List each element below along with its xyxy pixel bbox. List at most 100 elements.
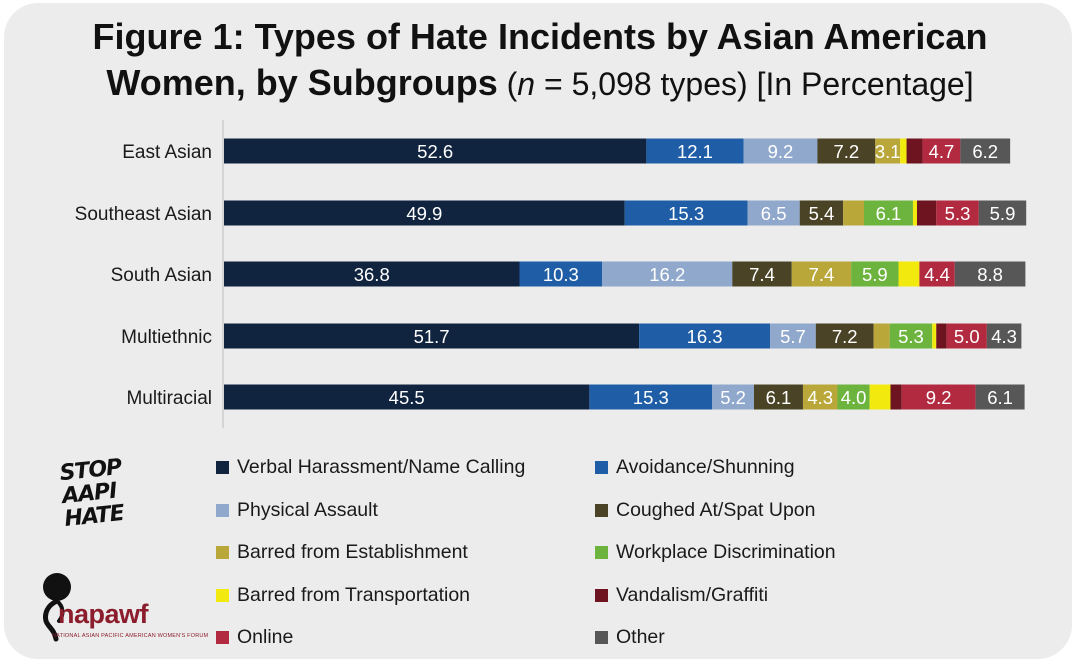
legend-label-other: Other bbox=[616, 625, 665, 648]
legend-item-barred-from-establishment: Barred from Establishment bbox=[216, 540, 468, 564]
category-label-multiethnic: Multiethnic bbox=[121, 327, 212, 348]
bar-east-asian-other bbox=[960, 138, 1011, 164]
legend-label-avoidance-shunning: Avoidance/Shunning bbox=[616, 455, 795, 478]
bar-multiracial-avoidance-shunning bbox=[589, 384, 713, 410]
bar-southeast-asian-verbal-harassment-name-calling bbox=[224, 200, 625, 226]
bar-multiracial-physical-assault bbox=[712, 384, 754, 410]
bar-multiracial-barred-from-transportation bbox=[869, 384, 891, 410]
bar-south-asian-barred-from-establishment bbox=[791, 261, 852, 287]
category-label-multiracial: Multiracial bbox=[126, 388, 212, 409]
data-label-east-asian-verbal-harassment-name-calling: 52.6 bbox=[417, 141, 453, 162]
bar-east-asian-vandalism-graffiti bbox=[906, 138, 923, 164]
data-label-multiracial-barred-from-establishment: 4.3 bbox=[807, 387, 833, 408]
data-label-multiracial-workplace-discrimination: 4.0 bbox=[841, 387, 867, 408]
data-label-southeast-asian-physical-assault: 6.5 bbox=[761, 203, 787, 224]
category-label-southeast-asian: Southeast Asian bbox=[75, 204, 212, 225]
legend-swatch-other bbox=[595, 630, 608, 644]
legend-item-other: Other bbox=[595, 625, 665, 649]
data-label-south-asian-online: 4.4 bbox=[924, 264, 950, 285]
legend-swatch-verbal-harassment-name-calling bbox=[216, 460, 229, 474]
legend-item-avoidance-shunning: Avoidance/Shunning bbox=[595, 455, 795, 479]
legend-swatch-barred-from-establishment bbox=[216, 545, 229, 559]
chart-title: Figure 1: Types of Hate Incidents by Asi… bbox=[0, 14, 1080, 114]
bar-multiracial-verbal-harassment-name-calling bbox=[224, 384, 590, 410]
bar-multiracial-other bbox=[975, 384, 1025, 410]
legend-swatch-online bbox=[216, 630, 229, 644]
bar-southeast-asian-workplace-discrimination bbox=[863, 200, 913, 226]
bar-east-asian-coughed-at-spat-upon bbox=[817, 138, 876, 164]
data-label-multiethnic-avoidance-shunning: 16.3 bbox=[687, 326, 723, 347]
bar-south-asian-coughed-at-spat-upon bbox=[732, 261, 792, 287]
legend-label-workplace-discrimination: Workplace Discrimination bbox=[616, 540, 836, 563]
data-label-south-asian-other: 8.8 bbox=[977, 264, 1003, 285]
legend-swatch-physical-assault bbox=[216, 503, 229, 517]
data-label-multiethnic-online: 5.0 bbox=[954, 326, 980, 347]
bar-east-asian-barred-from-establishment bbox=[875, 138, 901, 164]
bar-multiracial-vandalism-graffiti bbox=[890, 384, 902, 410]
bar-multiracial-barred-from-establishment bbox=[802, 384, 838, 410]
data-label-south-asian-barred-from-establishment: 7.4 bbox=[809, 264, 835, 285]
bar-southeast-asian-vandalism-graffiti bbox=[916, 200, 937, 226]
data-label-multiethnic-coughed-at-spat-upon: 7.2 bbox=[832, 326, 858, 347]
data-label-multiracial-avoidance-shunning: 15.3 bbox=[633, 387, 669, 408]
napawf-wordmark: napawf bbox=[58, 599, 149, 629]
napawf-logo: napawf NATIONAL ASIAN PACIFIC AMERICAN W… bbox=[30, 565, 208, 650]
data-label-south-asian-physical-assault: 16.2 bbox=[649, 264, 685, 285]
data-label-southeast-asian-workplace-discrimination: 6.1 bbox=[876, 203, 902, 224]
napawf-subtitle: NATIONAL ASIAN PACIFIC AMERICAN WOMEN'S … bbox=[52, 633, 209, 639]
category-label-south-asian: South Asian bbox=[111, 265, 212, 286]
bar-multiethnic-verbal-harassment-name-calling bbox=[224, 323, 640, 349]
bar-east-asian-physical-assault bbox=[743, 138, 818, 164]
bar-east-asian-online bbox=[922, 138, 961, 164]
data-label-east-asian-online: 4.7 bbox=[929, 141, 955, 162]
data-label-multiracial-physical-assault: 5.2 bbox=[720, 387, 746, 408]
data-label-south-asian-verbal-harassment-name-calling: 36.8 bbox=[354, 264, 390, 285]
data-label-southeast-asian-verbal-harassment-name-calling: 49.9 bbox=[406, 203, 442, 224]
data-label-multiethnic-workplace-discrimination: 5.3 bbox=[898, 326, 924, 347]
bar-south-asian-online bbox=[919, 261, 955, 287]
data-label-multiethnic-physical-assault: 5.7 bbox=[780, 326, 806, 347]
legend-item-physical-assault: Physical Assault bbox=[216, 498, 378, 522]
bar-south-asian-other bbox=[954, 261, 1026, 287]
data-label-southeast-asian-avoidance-shunning: 15.3 bbox=[668, 203, 704, 224]
bar-multiracial-workplace-discrimination bbox=[837, 384, 870, 410]
bar-multiethnic-vandalism-graffiti bbox=[936, 323, 947, 349]
data-label-southeast-asian-coughed-at-spat-upon: 5.4 bbox=[809, 203, 835, 224]
legend-label-physical-assault: Physical Assault bbox=[237, 498, 378, 521]
bar-southeast-asian-coughed-at-spat-upon bbox=[799, 200, 844, 226]
title-line-2-bold: Women, by Subgroups bbox=[106, 62, 498, 103]
data-label-southeast-asian-other: 5.9 bbox=[990, 203, 1016, 224]
data-label-east-asian-avoidance-shunning: 12.1 bbox=[677, 141, 713, 162]
bar-southeast-asian-barred-from-establishment bbox=[843, 200, 864, 226]
bar-southeast-asian-online bbox=[936, 200, 979, 226]
data-label-east-asian-other: 6.2 bbox=[972, 141, 998, 162]
data-label-southeast-asian-online: 5.3 bbox=[945, 203, 971, 224]
legend-label-barred-from-establishment: Barred from Establishment bbox=[237, 540, 468, 563]
bar-multiethnic-online bbox=[946, 323, 987, 349]
bar-southeast-asian-physical-assault bbox=[747, 200, 800, 226]
legend-swatch-vandalism-graffiti bbox=[595, 588, 608, 602]
data-label-east-asian-barred-from-establishment: 3.1 bbox=[875, 141, 901, 162]
bar-south-asian-physical-assault bbox=[602, 261, 733, 287]
data-label-multiracial-verbal-harassment-name-calling: 45.5 bbox=[389, 387, 425, 408]
legend-item-barred-from-transportation: Barred from Transportation bbox=[216, 583, 470, 607]
stacked-bar-chart: East Asian 52.6 12.1 9.2 7.2 3.1 4.7 6.2 Southea… bbox=[75, 120, 1027, 428]
data-label-south-asian-coughed-at-spat-upon: 7.4 bbox=[749, 264, 775, 285]
legend-swatch-barred-from-transportation bbox=[216, 588, 229, 602]
data-label-multiethnic-verbal-harassment-name-calling: 51.7 bbox=[414, 326, 450, 347]
stop-aapi-hate-logo: STOP AAPI HATE bbox=[59, 454, 146, 532]
legend-swatch-coughed-at-spat-upon bbox=[595, 503, 608, 517]
data-label-multiethnic-other: 4.3 bbox=[991, 326, 1017, 347]
bar-southeast-asian-avoidance-shunning bbox=[624, 200, 748, 226]
napawf-figure-icon bbox=[43, 573, 71, 642]
data-label-east-asian-coughed-at-spat-upon: 7.2 bbox=[833, 141, 859, 162]
legend-label-online: Online bbox=[237, 625, 294, 648]
bar-east-asian-verbal-harassment-name-calling bbox=[224, 138, 647, 164]
data-label-south-asian-workplace-discrimination: 5.9 bbox=[862, 264, 888, 285]
legend-label-coughed-at-spat-upon: Coughed At/Spat Upon bbox=[616, 498, 816, 521]
bar-multiethnic-workplace-discrimination bbox=[889, 323, 933, 349]
legend-label-vandalism-graffiti: Vandalism/Graffiti bbox=[616, 583, 769, 606]
bar-multiracial-online bbox=[901, 384, 976, 410]
legend-swatch-workplace-discrimination bbox=[595, 545, 608, 559]
data-label-east-asian-physical-assault: 9.2 bbox=[768, 141, 794, 162]
